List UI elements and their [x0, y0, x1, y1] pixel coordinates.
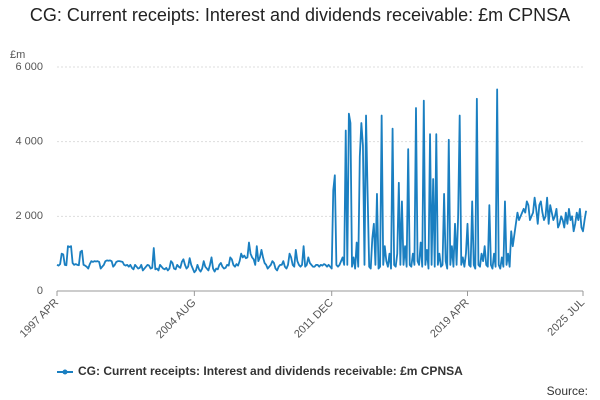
x-tick-label: 2019 APR	[428, 297, 472, 341]
source: Source:	[547, 384, 588, 398]
y-tick-label: 4 000	[15, 136, 43, 148]
x-tick-label: 1997 APR	[18, 297, 62, 341]
y-tick-label: 0	[37, 285, 43, 297]
legend-marker	[62, 369, 68, 375]
y-axis-label: £m	[10, 49, 25, 61]
chart-title: CG: Current receipts: Interest and divid…	[29, 5, 571, 25]
legend-label: CG: Current receipts: Interest and divid…	[78, 364, 463, 378]
line	[56, 88, 588, 274]
x-tick-label: 2011 DEC	[292, 297, 336, 341]
y-tick-label: 2 000	[15, 210, 43, 222]
x-tick-label: 2025 JUL	[545, 297, 587, 339]
y-tick-label: 6 000	[15, 61, 43, 73]
x-tick-label: 2004 AUG	[154, 297, 198, 341]
